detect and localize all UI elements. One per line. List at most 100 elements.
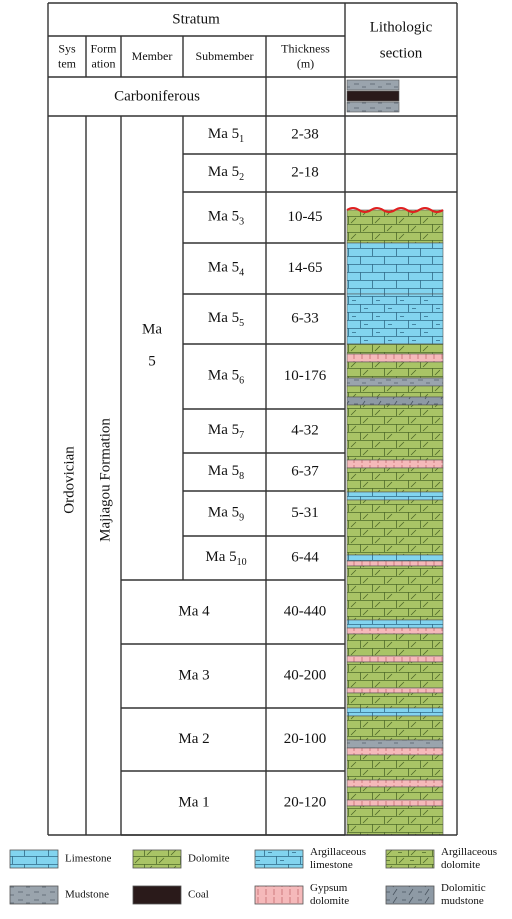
- rock-layer: [346, 707, 444, 717]
- text-line: Submember: [196, 49, 254, 63]
- rock-layer: [346, 467, 444, 493]
- thickness: 10-45: [288, 209, 323, 225]
- rock-layer: [346, 343, 444, 355]
- cell-text: Limestone: [65, 853, 112, 865]
- cell-text: Thickness (m): [281, 41, 330, 70]
- submember-subscript: 1: [239, 134, 244, 145]
- submember-subscript: 7: [239, 430, 244, 441]
- submember-name: Ma 5: [205, 549, 236, 565]
- text-line: Sys: [58, 41, 76, 55]
- rock-layer: [346, 353, 444, 363]
- rock-layer: [346, 786, 444, 801]
- legend-swatch: [132, 885, 182, 905]
- rock-layer: [346, 554, 444, 562]
- cell-text: Sys tem: [58, 41, 77, 70]
- submember: Ma 58: [208, 463, 244, 482]
- submember-name: Ma 5: [208, 260, 239, 276]
- submember-name: Ma 5: [208, 310, 239, 326]
- rock-layer: [346, 747, 444, 756]
- unconformity: [346, 207, 444, 213]
- table-grid: [47, 2, 458, 836]
- cell-text: Submember: [196, 49, 254, 63]
- submember: Ma 59: [208, 505, 244, 524]
- submember-subscript: 9: [239, 513, 244, 524]
- legend-swatch: [9, 849, 59, 869]
- text-line: Argillaceous: [441, 846, 497, 858]
- text-line: Lithologic: [370, 19, 433, 35]
- lithologic-column: [346, 79, 444, 836]
- system: Ordovician: [61, 446, 77, 514]
- table-text: Stratum Lithologic section Sys tem Form ation M…: [58, 11, 433, 810]
- rock-layer: [346, 242, 444, 295]
- cell-text: Form ation: [90, 41, 117, 70]
- member-name: Ma 4: [178, 603, 210, 619]
- carboniferous: Carboniferous: [114, 88, 200, 104]
- text-line: Thickness: [281, 41, 330, 55]
- text-line: Coal: [188, 889, 209, 901]
- rock-layer: [346, 101, 400, 113]
- legend-swatch: [132, 849, 182, 869]
- thickness: 20-100: [284, 731, 327, 747]
- cell-text: Ma 5: [142, 321, 162, 369]
- submember: Ma 55: [208, 310, 244, 329]
- text-line: Mudstone: [65, 889, 109, 901]
- cell-text: Gypsum dolomite: [310, 882, 349, 907]
- thickness: 5-31: [291, 505, 319, 521]
- thickness: 4-32: [291, 422, 319, 438]
- submember-subscript: 4: [239, 268, 244, 279]
- cell-text: Coal: [188, 889, 209, 901]
- rock-layer: [346, 805, 444, 836]
- rock-layer: [346, 754, 444, 781]
- thickness: 20-120: [284, 794, 327, 810]
- rock-layer: [346, 361, 444, 379]
- thickness: 10-176: [284, 368, 327, 384]
- text-line: ation: [92, 56, 116, 70]
- rock-layer: [346, 565, 444, 621]
- text-line: tem: [58, 56, 77, 70]
- cell-text: Mudstone: [65, 889, 109, 901]
- thickness: 6-33: [291, 310, 319, 326]
- submember: Ma 57: [208, 422, 244, 441]
- formation: Majiagou Formation: [97, 418, 113, 542]
- rock-layer: [346, 779, 444, 788]
- submember-name: Ma 5: [208, 368, 239, 384]
- text-line: limestone: [310, 859, 353, 871]
- rock-layer: [346, 687, 444, 694]
- submember: Ma 56: [208, 368, 244, 387]
- submember-subscript: 3: [239, 217, 244, 228]
- rock-layer: [346, 377, 444, 387]
- legend-swatch: [254, 849, 304, 869]
- text-line: Dolomite: [188, 853, 230, 865]
- submember-name: Ma 5: [208, 505, 239, 521]
- thickness: 40-200: [284, 667, 327, 683]
- submember-name: Ma 5: [208, 164, 239, 180]
- thickness: 6-37: [291, 463, 319, 479]
- thickness: 2-18: [291, 164, 319, 180]
- rock-layer: [346, 459, 444, 469]
- rock-layer: [346, 209, 444, 244]
- submember-subscript: 5: [239, 318, 244, 329]
- rock-layer: [346, 90, 400, 102]
- rock-layer: [346, 619, 444, 629]
- submember-name: Ma 5: [208, 463, 239, 479]
- submember-name: Ma 5: [208, 422, 239, 438]
- rock-layer: [346, 739, 444, 749]
- rock-layer: [346, 385, 444, 398]
- text-line: Form: [90, 41, 117, 55]
- cell-text: Dolomite: [188, 853, 230, 865]
- rock-layer: [346, 799, 444, 807]
- rock-layer: [346, 404, 444, 461]
- rock-layer: [346, 661, 444, 689]
- legend-swatch: [385, 849, 435, 869]
- text-line: Limestone: [65, 853, 112, 865]
- rock-layer: [346, 396, 444, 406]
- legend-swatch: [9, 885, 59, 905]
- text-line: Dolomitic: [441, 882, 486, 894]
- submember-name: Ma 5: [208, 126, 239, 142]
- thickness: 14-65: [288, 260, 323, 276]
- submember: Ma 53: [208, 209, 244, 228]
- rock-layer: [346, 655, 444, 663]
- rock-layer: [346, 560, 444, 567]
- rock-layer: [346, 491, 444, 501]
